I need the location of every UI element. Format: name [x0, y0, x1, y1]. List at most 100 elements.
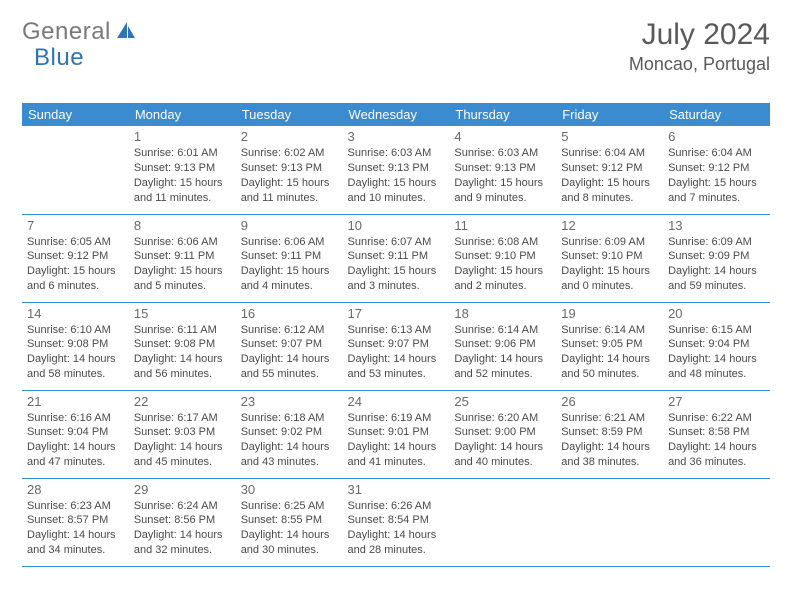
- daylight-text-1: Daylight: 15 hours: [348, 264, 445, 279]
- daylight-text-1: Daylight: 15 hours: [27, 264, 124, 279]
- logo-text-general: General: [22, 18, 111, 46]
- month-title: July 2024: [629, 18, 770, 52]
- sunset-text: Sunset: 9:13 PM: [134, 161, 231, 176]
- sunrise-text: Sunrise: 6:05 AM: [27, 235, 124, 250]
- day-info: Sunrise: 6:17 AMSunset: 9:03 PMDaylight:…: [134, 411, 231, 470]
- daylight-text-1: Daylight: 14 hours: [134, 528, 231, 543]
- day-cell: 3Sunrise: 6:03 AMSunset: 9:13 PMDaylight…: [343, 126, 450, 214]
- day-info: Sunrise: 6:07 AMSunset: 9:11 PMDaylight:…: [348, 235, 445, 294]
- day-number: 6: [668, 129, 765, 144]
- day-cell: 16Sunrise: 6:12 AMSunset: 9:07 PMDayligh…: [236, 302, 343, 390]
- day-cell: [663, 478, 770, 566]
- day-cell: 20 Sunrise: 6:15 AMSunset: 9:04 PMDayligh…: [663, 302, 770, 390]
- daylight-text-1: Daylight: 14 hours: [561, 352, 658, 367]
- day-info: Sunrise: 6:09 AMSunset: 9:09 PMDaylight:…: [668, 235, 765, 294]
- day-info: Sunrise: 6:14 AMSunset: 9:05 PMDaylight:…: [561, 323, 658, 382]
- sunrise-text: Sunrise: 6:10 AM: [27, 323, 124, 338]
- calendar-table: Sunday Monday Tuesday Wednesday Thursday…: [22, 103, 770, 567]
- daylight-text-2: and 40 minutes.: [454, 455, 551, 470]
- sunrise-text: Sunrise: 6:14 AM: [561, 323, 658, 338]
- day-number: 13: [668, 218, 765, 233]
- day-number: 16: [241, 306, 338, 321]
- day-info: Sunrise: 6:23 AMSunset: 8:57 PMDaylight:…: [27, 499, 124, 558]
- header-bar: General July 2024 Moncao, Portugal: [22, 18, 770, 75]
- day-info: Sunrise: 6:04 AMSunset: 9:12 PMDaylight:…: [561, 146, 658, 205]
- day-cell: 27Sunrise: 6:22 AMSunset: 8:58 PMDayligh…: [663, 390, 770, 478]
- daylight-text-2: and 38 minutes.: [561, 455, 658, 470]
- day-cell: 21Sunrise: 6:16 AMSunset: 9:04 PMDayligh…: [22, 390, 129, 478]
- col-fri: Friday: [556, 103, 663, 126]
- day-number: 10: [348, 218, 445, 233]
- day-number: 3: [348, 129, 445, 144]
- day-number: 27: [668, 394, 765, 409]
- day-number: 28: [27, 482, 124, 497]
- daylight-text-1: Daylight: 14 hours: [27, 440, 124, 455]
- logo-sub: Blue: [34, 44, 84, 72]
- daylight-text-2: and 10 minutes.: [348, 191, 445, 206]
- day-cell: 2Sunrise: 6:02 AMSunset: 9:13 PMDaylight…: [236, 126, 343, 214]
- daylight-text-1: Daylight: 15 hours: [241, 176, 338, 191]
- daylight-text-2: and 58 minutes.: [27, 367, 124, 382]
- sunrise-text: Sunrise: 6:14 AM: [454, 323, 551, 338]
- daylight-text-2: and 6 minutes.: [27, 279, 124, 294]
- logo: General: [22, 18, 141, 46]
- sunset-text: Sunset: 9:00 PM: [454, 425, 551, 440]
- day-info: Sunrise: 6:09 AMSunset: 9:10 PMDaylight:…: [561, 235, 658, 294]
- day-info: Sunrise: 6:24 AMSunset: 8:56 PMDaylight:…: [134, 499, 231, 558]
- sunrise-text: Sunrise: 6:25 AM: [241, 499, 338, 514]
- sunset-text: Sunset: 8:58 PM: [668, 425, 765, 440]
- daylight-text-1: Daylight: 14 hours: [348, 528, 445, 543]
- sunset-text: Sunset: 9:03 PM: [134, 425, 231, 440]
- week-row: 14Sunrise: 6:10 AMSunset: 9:08 PMDayligh…: [22, 302, 770, 390]
- day-info: Sunrise: 6:21 AMSunset: 8:59 PMDaylight:…: [561, 411, 658, 470]
- sunrise-text: Sunrise: 6:02 AM: [241, 146, 338, 161]
- day-cell: 9Sunrise: 6:06 AMSunset: 9:11 PMDaylight…: [236, 214, 343, 302]
- day-cell: 31Sunrise: 6:26 AMSunset: 8:54 PMDayligh…: [343, 478, 450, 566]
- daylight-text-1: Daylight: 14 hours: [241, 440, 338, 455]
- day-number: 25: [454, 394, 551, 409]
- daylight-text-1: Daylight: 14 hours: [348, 440, 445, 455]
- daylight-text-1: Daylight: 14 hours: [134, 440, 231, 455]
- day-info: Sunrise: 6:15 AMSunset: 9:04 PMDaylight:…: [668, 323, 765, 382]
- sunset-text: Sunset: 9:08 PM: [27, 337, 124, 352]
- daylight-text-1: Daylight: 14 hours: [348, 352, 445, 367]
- sunrise-text: Sunrise: 6:13 AM: [348, 323, 445, 338]
- day-cell: 19Sunrise: 6:14 AMSunset: 9:05 PMDayligh…: [556, 302, 663, 390]
- sunrise-text: Sunrise: 6:21 AM: [561, 411, 658, 426]
- day-number: 20: [668, 306, 765, 321]
- week-row: 28 Sunrise: 6:23 AMSunset: 8:57 PMDayligh…: [22, 478, 770, 566]
- col-wed: Wednesday: [343, 103, 450, 126]
- daylight-text-1: Daylight: 14 hours: [454, 440, 551, 455]
- sunset-text: Sunset: 9:13 PM: [241, 161, 338, 176]
- day-info: Sunrise: 6:20 AMSunset: 9:00 PMDaylight:…: [454, 411, 551, 470]
- day-cell: 15Sunrise: 6:11 AMSunset: 9:08 PMDayligh…: [129, 302, 236, 390]
- day-cell: [22, 126, 129, 214]
- daylight-text-1: Daylight: 15 hours: [454, 264, 551, 279]
- day-info: Sunrise: 6:10 AMSunset: 9:08 PMDaylight:…: [27, 323, 124, 382]
- day-cell: 30Sunrise: 6:25 AMSunset: 8:55 PMDayligh…: [236, 478, 343, 566]
- daylight-text-1: Daylight: 15 hours: [668, 176, 765, 191]
- day-number: 1: [134, 129, 231, 144]
- title-block: July 2024 Moncao, Portugal: [629, 18, 770, 75]
- sunset-text: Sunset: 9:05 PM: [561, 337, 658, 352]
- daylight-text-1: Daylight: 14 hours: [134, 352, 231, 367]
- day-number: 26: [561, 394, 658, 409]
- day-cell: 8Sunrise: 6:06 AMSunset: 9:11 PMDaylight…: [129, 214, 236, 302]
- daylight-text-2: and 30 minutes.: [241, 543, 338, 558]
- day-info: Sunrise: 6:01 AMSunset: 9:13 PMDaylight:…: [134, 146, 231, 205]
- daylight-text-2: and 11 minutes.: [241, 191, 338, 206]
- sunrise-text: Sunrise: 6:04 AM: [668, 146, 765, 161]
- day-info: Sunrise: 6:13 AMSunset: 9:07 PMDaylight:…: [348, 323, 445, 382]
- sunrise-text: Sunrise: 6:06 AM: [134, 235, 231, 250]
- day-number: 23: [241, 394, 338, 409]
- sunset-text: Sunset: 9:13 PM: [348, 161, 445, 176]
- sunset-text: Sunset: 9:01 PM: [348, 425, 445, 440]
- day-cell: 18Sunrise: 6:14 AMSunset: 9:06 PMDayligh…: [449, 302, 556, 390]
- sunrise-text: Sunrise: 6:08 AM: [454, 235, 551, 250]
- daylight-text-2: and 3 minutes.: [348, 279, 445, 294]
- day-cell: 29Sunrise: 6:24 AMSunset: 8:56 PMDayligh…: [129, 478, 236, 566]
- daylight-text-2: and 32 minutes.: [134, 543, 231, 558]
- daylight-text-2: and 2 minutes.: [454, 279, 551, 294]
- day-number: 21: [27, 394, 124, 409]
- day-cell: 12Sunrise: 6:09 AMSunset: 9:10 PMDayligh…: [556, 214, 663, 302]
